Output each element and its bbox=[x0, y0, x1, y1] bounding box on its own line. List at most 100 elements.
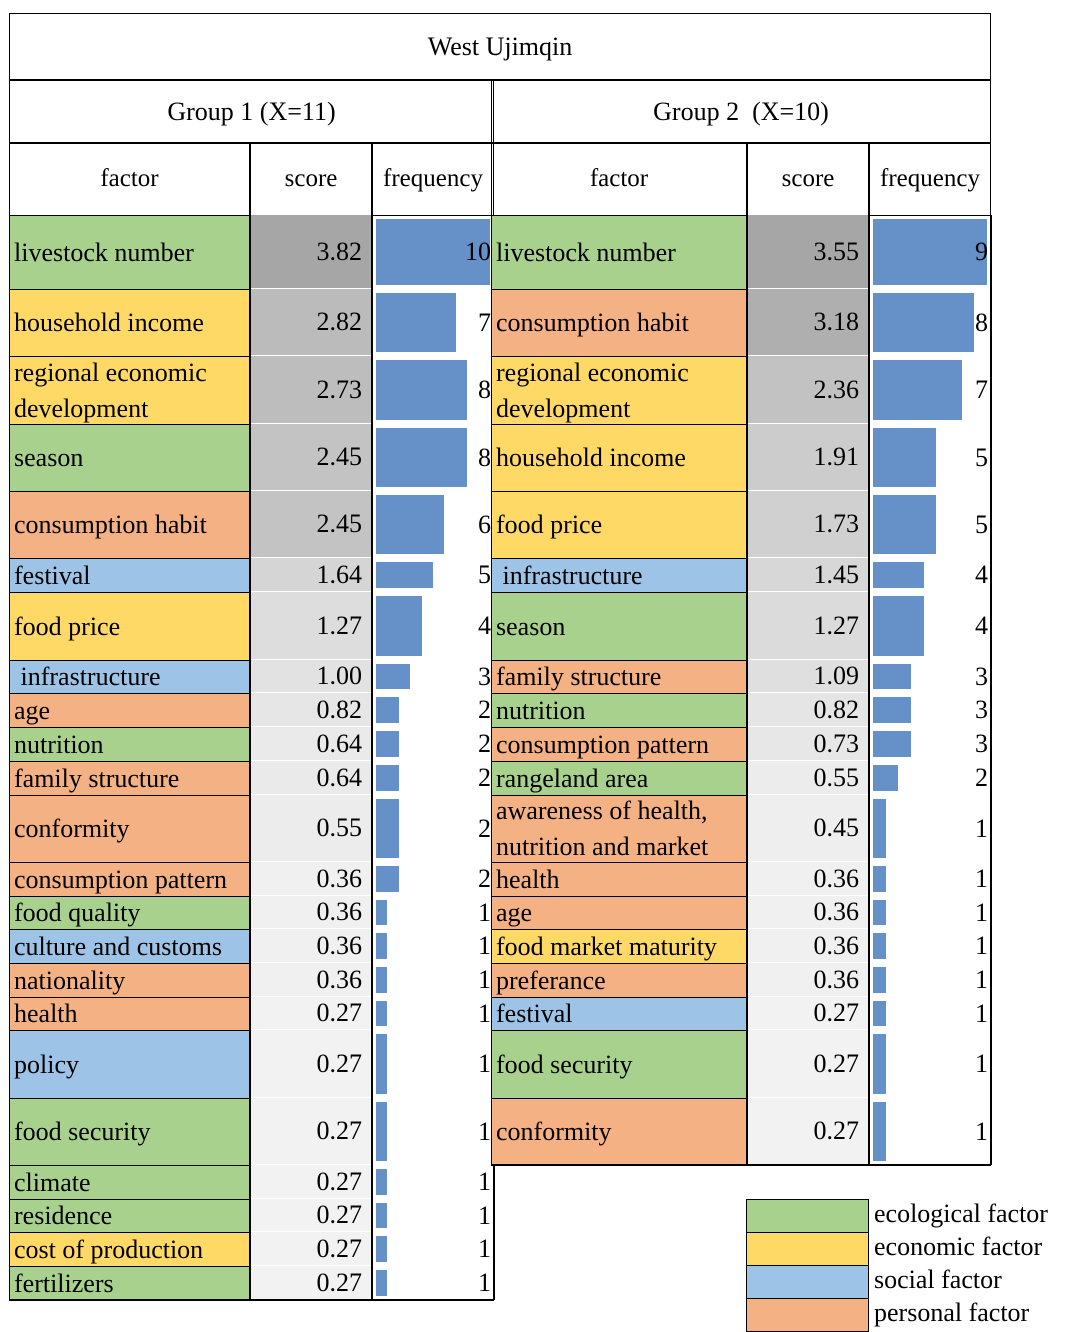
score-cell: 3.82 bbox=[250, 215, 372, 289]
frequency-value: 2 bbox=[478, 813, 491, 843]
frequency-bar bbox=[376, 495, 445, 554]
factor-cell: consumption pattern bbox=[491, 727, 747, 762]
frequency-value: 3 bbox=[975, 661, 988, 691]
score-cell: 0.36 bbox=[747, 896, 869, 929]
score-cell: 1.45 bbox=[747, 558, 869, 592]
frequency-bar bbox=[376, 866, 399, 892]
frequency-value: 2 bbox=[478, 729, 491, 758]
frequency-value: 2 bbox=[478, 864, 491, 893]
factor-cell: health bbox=[9, 997, 250, 1031]
legend-label: ecological factor bbox=[874, 1199, 1048, 1228]
factor-cell: residence bbox=[9, 1199, 250, 1233]
factor-cell: nutrition bbox=[9, 727, 250, 762]
score-cell: 0.36 bbox=[250, 963, 372, 997]
frequency-value: 1 bbox=[478, 897, 491, 927]
score-cell: 0.73 bbox=[747, 727, 869, 761]
frequency-bar bbox=[376, 1034, 388, 1094]
frequency-bar bbox=[376, 1102, 388, 1161]
frequency-bar bbox=[376, 1169, 388, 1195]
score-cell: 1.27 bbox=[250, 592, 372, 660]
column-header: score bbox=[747, 142, 869, 216]
factor-cell: festival bbox=[491, 997, 747, 1031]
score-cell: 0.36 bbox=[747, 862, 869, 896]
group-title: Group 2 (X=10) bbox=[491, 79, 991, 144]
factor-cell: food security bbox=[491, 1030, 747, 1099]
factor-cell: policy bbox=[9, 1030, 250, 1099]
legend-swatch bbox=[746, 1298, 869, 1332]
frequency-bar bbox=[376, 765, 399, 791]
score-cell: 0.27 bbox=[250, 997, 372, 1030]
frequency-value: 1 bbox=[478, 1200, 491, 1230]
frequency-value: 2 bbox=[975, 763, 988, 792]
score-cell: 0.36 bbox=[250, 896, 372, 929]
score-cell: 1.64 bbox=[250, 558, 372, 592]
factor-cell: nutrition bbox=[491, 693, 747, 728]
factor-cell: food security bbox=[9, 1098, 250, 1166]
frequency-value: 7 bbox=[975, 375, 988, 404]
legend-swatch bbox=[746, 1232, 869, 1266]
factor-cell: livestock number bbox=[9, 215, 250, 290]
frequency-bar bbox=[873, 967, 886, 993]
frequency-bar bbox=[873, 1001, 886, 1026]
score-cell: 2.45 bbox=[250, 424, 372, 491]
score-cell: 0.27 bbox=[250, 1199, 372, 1232]
frequency-value: 1 bbox=[478, 1268, 491, 1297]
frequency-bar bbox=[376, 219, 490, 285]
frequency-value: 1 bbox=[975, 931, 988, 960]
frequency-value: 8 bbox=[975, 307, 988, 337]
factor-cell: nationality bbox=[9, 963, 250, 998]
frequency-bar bbox=[376, 799, 399, 858]
frequency-value: 1 bbox=[478, 965, 491, 994]
frequency-bar bbox=[873, 765, 899, 791]
factor-cell: age bbox=[9, 693, 250, 728]
frequency-value: 1 bbox=[478, 1234, 491, 1263]
column-rule bbox=[990, 215, 992, 1165]
table-title: West Ujimqin bbox=[9, 13, 991, 81]
score-cell: 3.18 bbox=[747, 289, 869, 356]
frequency-bar bbox=[873, 219, 987, 285]
score-cell: 1.00 bbox=[250, 660, 372, 693]
score-cell: 0.27 bbox=[747, 997, 869, 1030]
score-cell: 0.64 bbox=[250, 727, 372, 761]
score-cell: 0.36 bbox=[747, 963, 869, 997]
frequency-value: 5 bbox=[478, 560, 491, 589]
frequency-value: 1 bbox=[975, 897, 988, 927]
group-title: Group 1 (X=11) bbox=[9, 79, 494, 144]
frequency-value: 3 bbox=[975, 729, 988, 758]
frequency-bar bbox=[873, 664, 911, 689]
frequency-bar bbox=[873, 360, 962, 420]
frequency-value: 4 bbox=[478, 611, 491, 640]
factor-cell: rangeland area bbox=[491, 761, 747, 796]
factor-cell: conformity bbox=[9, 795, 250, 863]
column-header: score bbox=[250, 142, 372, 216]
frequency-value: 1 bbox=[975, 1049, 988, 1078]
score-cell: 0.64 bbox=[250, 761, 372, 795]
score-cell: 0.82 bbox=[250, 693, 372, 727]
legend-label: personal factor bbox=[874, 1298, 1030, 1327]
factor-cell: climate bbox=[9, 1165, 250, 1200]
frequency-bar bbox=[873, 428, 937, 487]
frequency-bar bbox=[376, 900, 388, 925]
frequency-value: 8 bbox=[478, 442, 491, 472]
frequency-bar bbox=[376, 731, 399, 757]
factor-cell: preferance bbox=[491, 963, 747, 998]
frequency-bar bbox=[376, 596, 422, 656]
frequency-bar bbox=[873, 293, 975, 352]
column-header: factor bbox=[491, 142, 747, 216]
column-rule bbox=[371, 215, 373, 1300]
score-cell: 0.55 bbox=[250, 795, 372, 862]
score-cell: 1.27 bbox=[747, 592, 869, 660]
frequency-bar bbox=[376, 1001, 388, 1026]
score-cell: 2.36 bbox=[747, 356, 869, 424]
frequency-value: 1 bbox=[478, 931, 491, 960]
frequency-value: 1 bbox=[478, 1116, 491, 1146]
factor-cell: fertilizers bbox=[9, 1266, 250, 1301]
factor-cell: food market maturity bbox=[491, 929, 747, 964]
factor-cell: festival bbox=[9, 558, 250, 593]
frequency-bar bbox=[873, 562, 924, 588]
frequency-value: 4 bbox=[975, 611, 988, 640]
frequency-value: 5 bbox=[975, 509, 988, 539]
frequency-value: 1 bbox=[975, 965, 988, 994]
score-cell: 0.27 bbox=[250, 1165, 372, 1199]
